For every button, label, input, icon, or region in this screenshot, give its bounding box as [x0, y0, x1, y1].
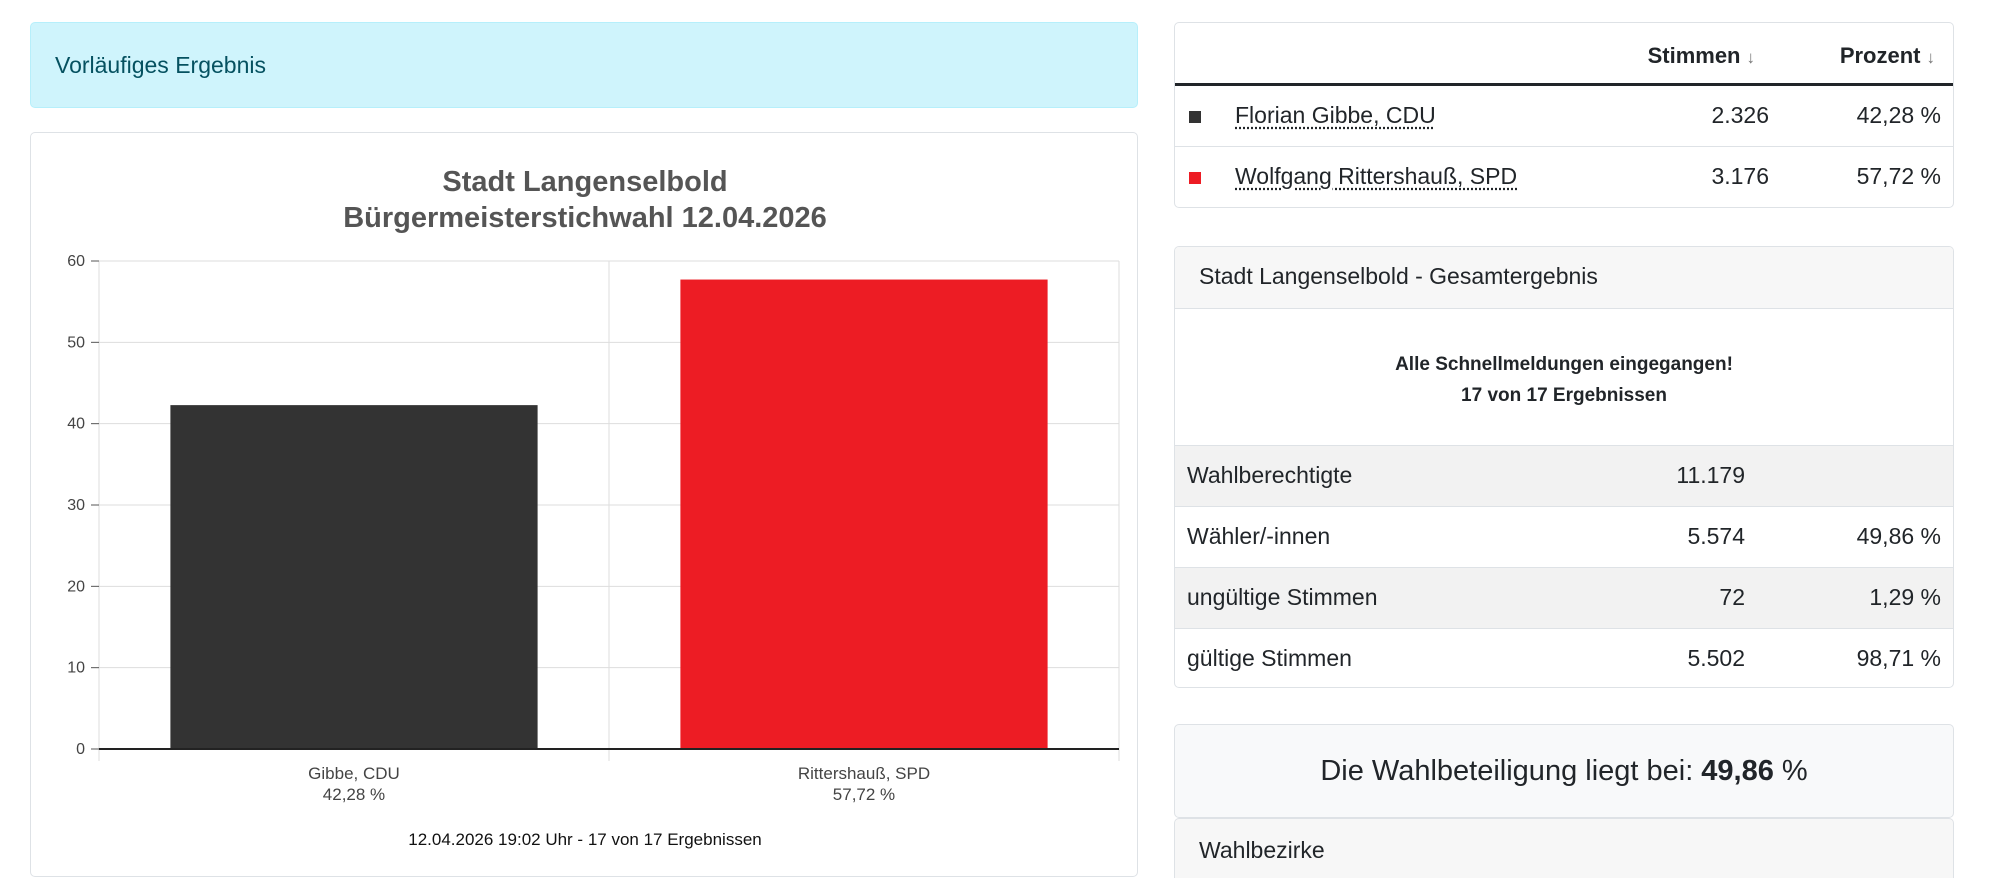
- alert-text: Vorläufiges Ergebnis: [55, 51, 266, 78]
- chart-subtitle: Bürgermeisterstichwahl 12.04.2026: [343, 202, 827, 234]
- turnout-unit: %: [1781, 754, 1808, 787]
- preliminary-result-alert: Vorläufiges Ergebnis: [30, 22, 1138, 108]
- chart-card: Stadt Langenselbold Bürgermeisterstichwa…: [30, 132, 1138, 877]
- results-bar-chart: Stadt Langenselbold Bürgermeisterstichwa…: [67, 166, 1120, 849]
- x-tick-label: Rittershauß, SPD: [798, 764, 930, 783]
- table-row: Wolfgang Rittershauß, SPD 3.176 57,72 %: [1175, 147, 1953, 207]
- sort-stimmen-header[interactable]: Stimmen ↓: [1648, 43, 1755, 69]
- stat-label: ungültige Stimmen: [1187, 584, 1378, 610]
- candidates-table-header: Stimmen ↓ Prozent ↓: [1175, 23, 1953, 86]
- y-tick-label: 50: [67, 334, 85, 351]
- stat-row-eligible: Wahlberechtigte 11.179: [1175, 445, 1953, 506]
- reporting-status-line2: 17 von 17 Ergebnissen: [1461, 385, 1667, 406]
- reporting-status-line1: Alle Schnellmeldungen eingegangen!: [1395, 354, 1733, 375]
- party-color-swatch: [1189, 111, 1201, 123]
- total-result-header: Stadt Langenselbold - Gesamtergebnis: [1175, 247, 1953, 309]
- prozent-header-label: Prozent: [1839, 43, 1921, 68]
- x-tick-sublabel: 42,28 %: [323, 785, 385, 804]
- table-row: Florian Gibbe, CDU 2.326 42,28 %: [1175, 86, 1953, 147]
- y-tick-label: 40: [67, 416, 85, 433]
- candidate-percent: 42,28 %: [1856, 102, 1941, 128]
- candidate-link[interactable]: Florian Gibbe, CDU: [1235, 102, 1436, 128]
- stat-value: 72: [1719, 584, 1745, 610]
- turnout-value: 49,86: [1701, 754, 1774, 787]
- stat-label: gültige Stimmen: [1187, 645, 1352, 671]
- chart-title: Stadt Langenselbold: [442, 166, 727, 198]
- stat-value: 11.179: [1676, 462, 1745, 488]
- reporting-status: Alle Schnellmeldungen eingegangen! 17 vo…: [1175, 309, 1953, 445]
- districts-title: Wahlbezirke: [1199, 837, 1325, 863]
- y-tick-label: 60: [67, 253, 85, 270]
- sort-down-icon: ↓: [1746, 48, 1756, 67]
- x-tick-label: Gibbe, CDU: [308, 764, 400, 783]
- stat-percent: 98,71 %: [1856, 645, 1941, 671]
- bar[interactable]: [680, 279, 1048, 749]
- bar[interactable]: [170, 405, 538, 749]
- turnout-label: Die Wahlbeteiligung liegt bei:: [1320, 754, 1694, 787]
- stat-percent: 49,86 %: [1856, 523, 1941, 549]
- party-color-swatch: [1189, 172, 1201, 184]
- chart-footer: 12.04.2026 19:02 Uhr - 17 von 17 Ergebni…: [408, 830, 761, 849]
- stat-value: 5.574: [1687, 523, 1745, 549]
- sort-down-icon: ↓: [1926, 48, 1936, 67]
- stat-row-invalid: ungültige Stimmen 72 1,29 %: [1175, 567, 1953, 628]
- stat-label: Wähler/-innen: [1187, 523, 1331, 549]
- candidate-votes: 3.176: [1711, 163, 1769, 189]
- x-tick-sublabel: 57,72 %: [833, 785, 895, 804]
- candidate-percent: 57,72 %: [1856, 163, 1941, 189]
- candidate-link[interactable]: Wolfgang Rittershauß, SPD: [1235, 163, 1518, 189]
- y-tick-label: 20: [67, 578, 85, 595]
- candidate-votes: 2.326: [1711, 102, 1769, 128]
- stat-value: 5.502: [1687, 645, 1745, 671]
- stat-row-valid: gültige Stimmen 5.502 98,71 %: [1175, 628, 1953, 687]
- candidates-table: Stimmen ↓ Prozent ↓ Florian Gibbe, CDU 2.3…: [1174, 22, 1954, 208]
- y-tick-label: 30: [67, 497, 85, 514]
- y-tick-label: 0: [76, 741, 85, 758]
- districts-header[interactable]: Wahlbezirke: [1174, 818, 1954, 878]
- stat-percent: 1,29 %: [1869, 584, 1941, 610]
- total-result-card: Stadt Langenselbold - Gesamtergebnis All…: [1174, 246, 1954, 688]
- y-tick-label: 10: [67, 660, 85, 677]
- sort-prozent-header[interactable]: Prozent ↓: [1840, 43, 1935, 69]
- turnout-box: Die Wahlbeteiligung liegt bei: 49,86 %: [1174, 724, 1954, 818]
- stimmen-header-label: Stimmen: [1647, 43, 1741, 68]
- stat-row-voters: Wähler/-innen 5.574 49,86 %: [1175, 506, 1953, 567]
- stat-label: Wahlberechtigte: [1187, 462, 1353, 488]
